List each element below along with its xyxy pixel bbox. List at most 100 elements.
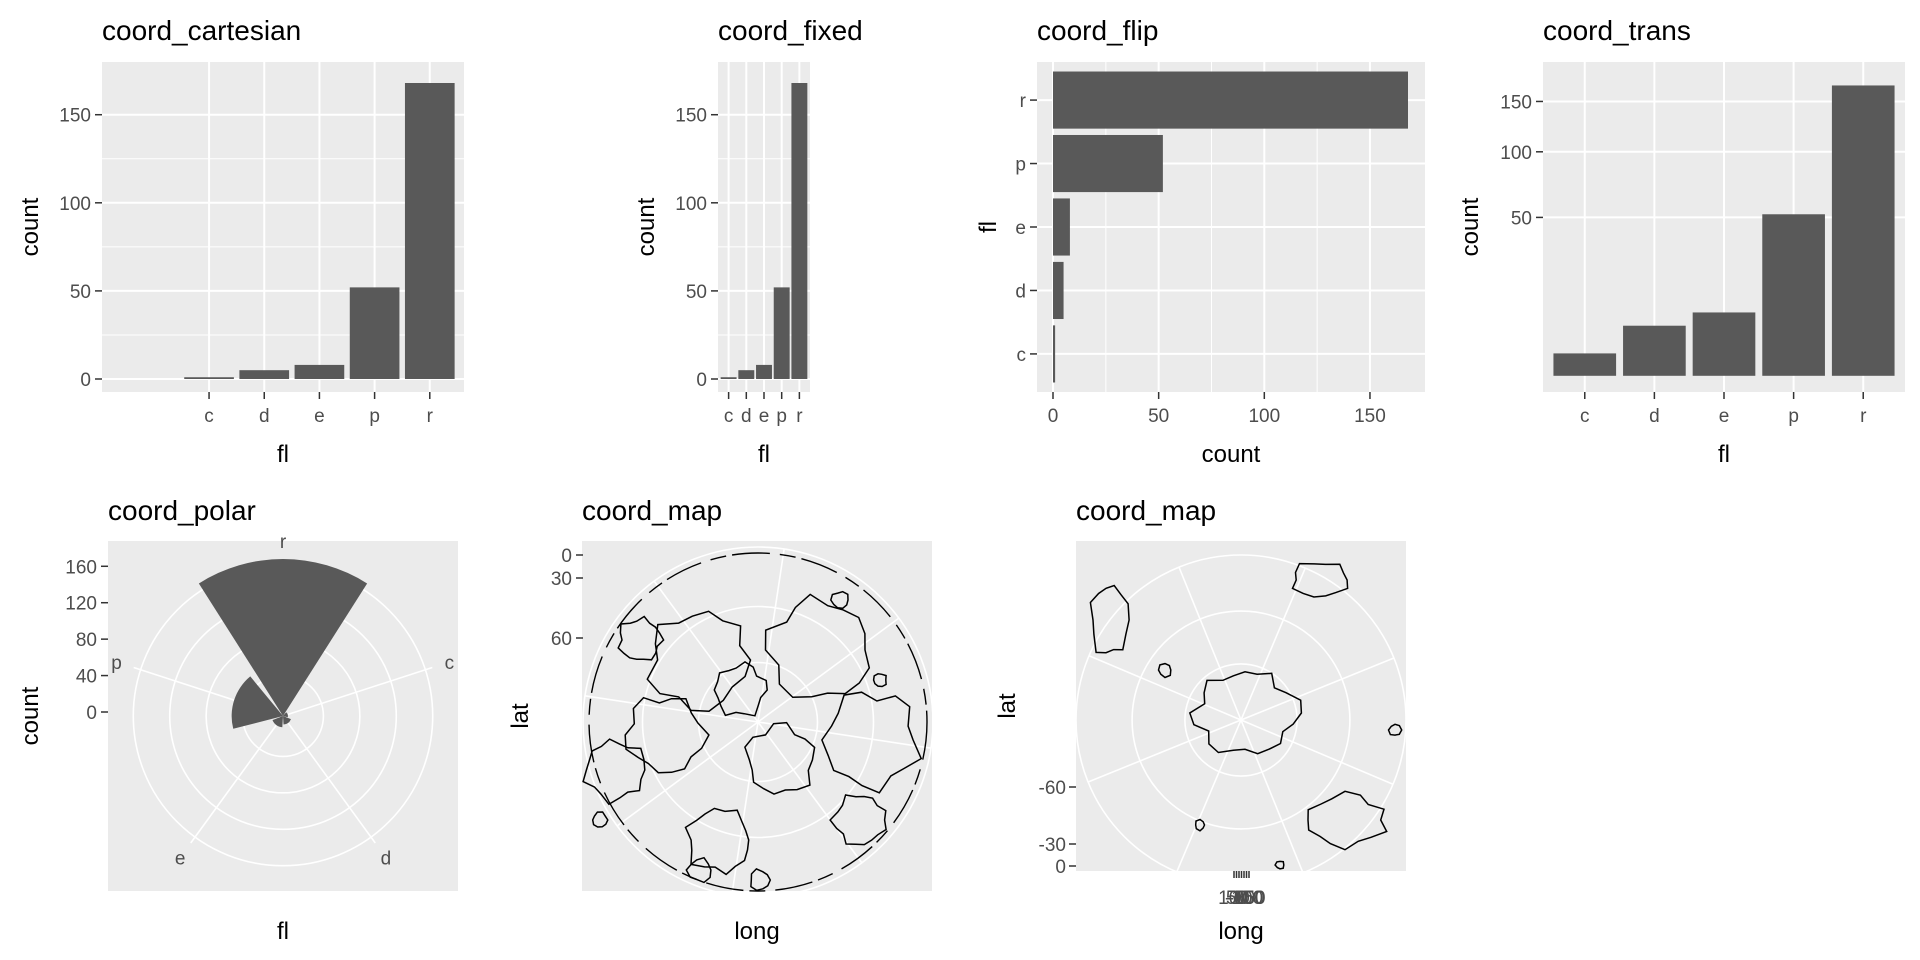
x-tick-label: d [259, 406, 270, 427]
panel-coord-polar: coord_polar c d e p r 0 40 80 120 160 fl count [17, 495, 458, 945]
landmass-outline [713, 660, 768, 717]
plot-background [102, 62, 464, 392]
y-axis-title: count [1457, 197, 1484, 256]
y-tick-label: p [1015, 155, 1026, 176]
island-outline [685, 856, 712, 884]
y-tick-label: 0 [80, 370, 91, 391]
y-tick-label: 0 [696, 370, 707, 391]
plot-background [1076, 541, 1406, 871]
panel-title: coord_fixed [718, 15, 863, 46]
x-tick-label: 100 [1248, 406, 1280, 427]
plot-area: 030 60 [551, 546, 934, 898]
bar-e [294, 364, 345, 379]
island-outline [591, 811, 609, 828]
angle-label: r [280, 532, 287, 553]
longitude-gridline [1176, 719, 1242, 873]
longitude-gridline [1240, 567, 1306, 721]
y-tick-label: 150 [1500, 92, 1532, 113]
bar-c [720, 377, 737, 379]
island-outline [872, 673, 887, 688]
panel-coord-map-north: coord_map 030 60 long lat [507, 495, 934, 945]
x-tick-label: p [369, 406, 380, 427]
polar-bar-p [231, 676, 283, 729]
x-tick-label: 100 [1218, 888, 1250, 909]
latitude-gridline [641, 605, 875, 839]
bar-p [1053, 134, 1163, 193]
y-tick-label: 50 [1511, 208, 1532, 229]
landmass-outline [829, 794, 887, 846]
y-tick-label: 120 [65, 594, 97, 615]
bar-c [184, 377, 234, 379]
y-axis-title: count [17, 197, 44, 256]
bar-c [1553, 353, 1617, 376]
bar-d [1623, 325, 1686, 376]
longitude-gridline [1240, 719, 1304, 874]
y-tick-label: -60 [1039, 778, 1066, 799]
polar-bar-c [283, 712, 288, 718]
longitude-gridline [1088, 655, 1242, 721]
landmass-outline [821, 691, 923, 794]
island-outline [1274, 860, 1285, 870]
longitude-gridline [584, 695, 759, 723]
longitude-gridline [1240, 719, 1394, 785]
panel-coord-cartesian: coord_cartesian 0 50 100 150 c d e p r fl count [17, 15, 464, 468]
y-tick-label: 100 [1500, 143, 1532, 164]
x-axis-title: fl [277, 918, 289, 945]
landmass-outline [764, 593, 871, 699]
coastline-rim [588, 552, 928, 892]
panel-coord-fixed: coord_fixed 0 50 100 150 c d e p r fl count [633, 15, 863, 468]
x-tick-label: 0 [1048, 406, 1059, 427]
y-tick-label: 80 [76, 630, 97, 651]
bar-d [738, 370, 755, 379]
plot-area: c d e p r 0 40 80 120 160 [65, 532, 454, 870]
longitude-gridline [1178, 566, 1242, 721]
x-axis-title: fl [758, 441, 770, 468]
x-tick-label: d [741, 406, 752, 427]
island-outline [829, 590, 849, 610]
island-outline [1157, 662, 1172, 679]
x-tick-label: -50 [1228, 888, 1255, 909]
island-outline [1194, 818, 1206, 832]
polar-bar-d [283, 716, 291, 725]
x-tick-label: d [1649, 406, 1660, 427]
angle-label: d [381, 849, 392, 870]
x-tick-label: 150 [1354, 406, 1386, 427]
panel-title: coord_polar [108, 495, 256, 526]
panel-coord-trans: coord_trans 50 100 150 c d e p r fl count [1457, 15, 1905, 468]
y-tick-label: 0 [86, 703, 97, 724]
plot-area: 50 100 150 c d e p r [1500, 62, 1905, 427]
latitude-gridline [1131, 610, 1351, 830]
angle-label: p [111, 653, 122, 674]
island-outline [750, 868, 772, 892]
landmass-outline [684, 807, 750, 876]
bar-r [791, 83, 808, 379]
longitude-gridline [1087, 719, 1242, 783]
africa-outline [1291, 562, 1349, 598]
y-tick-label: 100 [675, 194, 707, 215]
x-tick-label: e [314, 406, 325, 427]
island-outline [1387, 723, 1403, 736]
y-tick-label: e [1015, 218, 1026, 239]
x-tick-label: r [427, 406, 434, 427]
x-tick-label: p [776, 406, 787, 427]
y-tick-label: 0 [561, 546, 572, 567]
y-tick-label: 150 [59, 106, 91, 127]
bar-e [1692, 312, 1756, 376]
panel-title: coord_flip [1037, 15, 1158, 46]
angle-label: e [175, 849, 186, 870]
y-tick-label: c [1017, 345, 1027, 366]
y-axis-title: count [17, 686, 44, 745]
longitude-gridline [1240, 657, 1395, 721]
landmass-outline [646, 610, 752, 712]
angular-gridline [282, 666, 433, 717]
x-tick-label: c [1580, 406, 1590, 427]
bar-p [773, 287, 790, 379]
x-tick-label: r [796, 406, 803, 427]
y-tick-label: 150 [675, 106, 707, 127]
y-tick-label: -30 [1039, 835, 1066, 856]
